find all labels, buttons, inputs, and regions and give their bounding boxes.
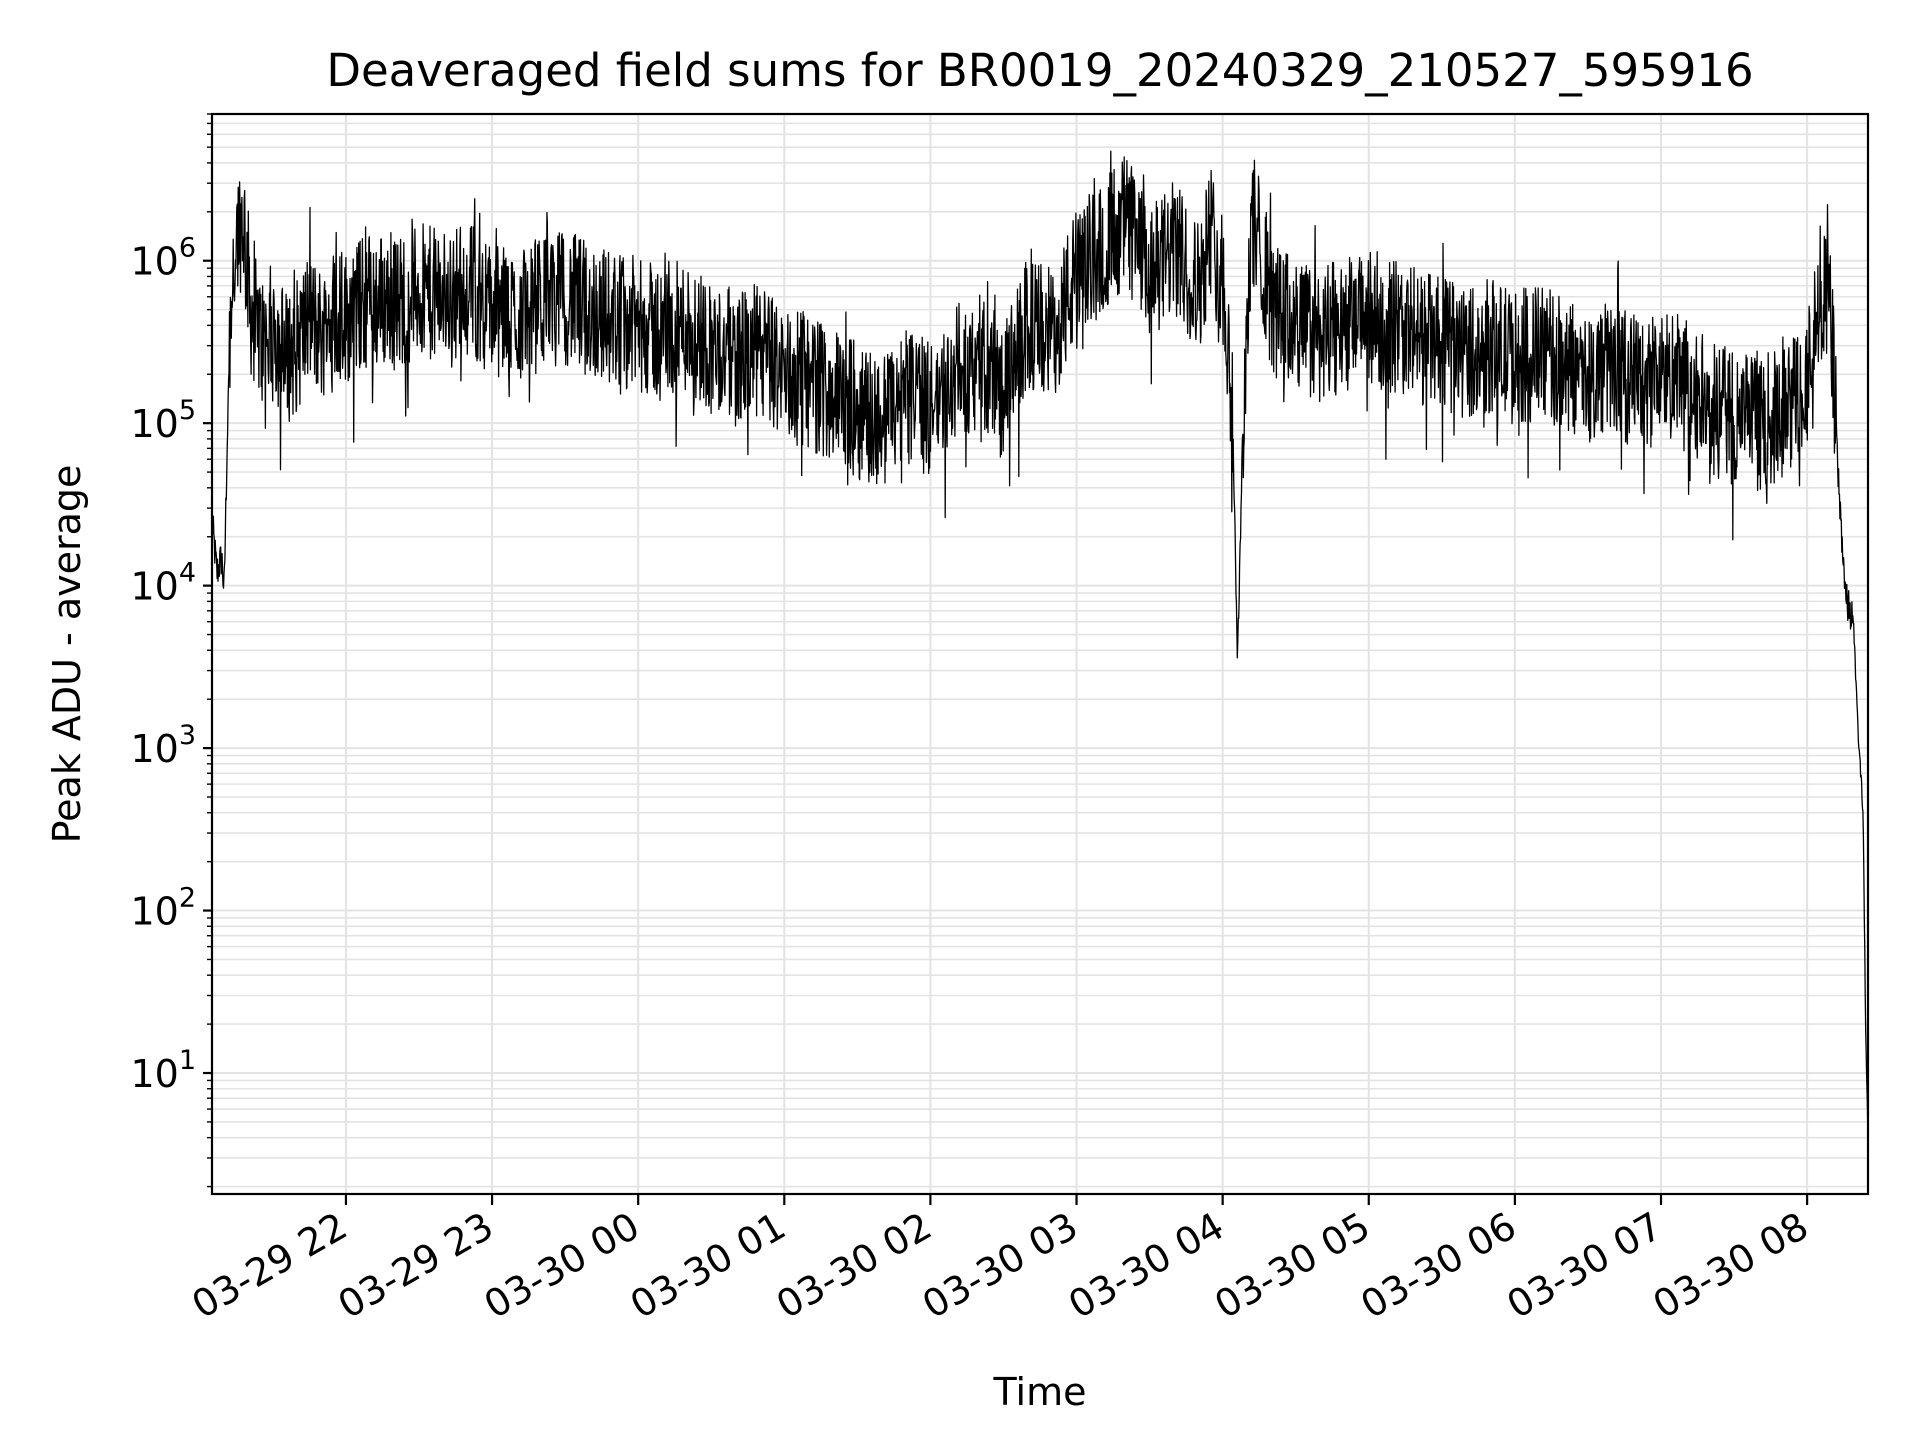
x-axis-label: Time bbox=[993, 1370, 1087, 1414]
series-line bbox=[211, 150, 1869, 1143]
y-tick-exponent: 1 bbox=[179, 1045, 196, 1076]
y-tick-base: 10 bbox=[130, 402, 178, 446]
y-axis-label: Peak ADU - average bbox=[45, 465, 89, 844]
chart-title: Deaveraged field sums for BR0019_2024032… bbox=[326, 44, 1753, 97]
y-tick-label: 101 bbox=[130, 1045, 196, 1096]
series-layer bbox=[211, 150, 1869, 1143]
y-tick-label: 102 bbox=[130, 883, 196, 934]
y-tick-exponent: 5 bbox=[179, 395, 196, 426]
y-tick-label: 103 bbox=[130, 720, 196, 771]
y-tick-exponent: 3 bbox=[179, 720, 196, 751]
grid bbox=[212, 113, 1868, 1194]
y-tick-exponent: 4 bbox=[179, 558, 196, 589]
y-tick-base: 10 bbox=[130, 240, 178, 284]
y-tick-base: 10 bbox=[130, 890, 178, 934]
y-tick-label: 106 bbox=[130, 233, 196, 284]
y-tick-base: 10 bbox=[130, 1052, 178, 1096]
y-tick-exponent: 6 bbox=[179, 233, 196, 264]
y-tick-label: 104 bbox=[130, 558, 196, 609]
y-tick-base: 10 bbox=[130, 565, 178, 609]
y-tick-base: 10 bbox=[130, 727, 178, 771]
y-tick-exponent: 2 bbox=[179, 883, 196, 914]
y-tick-label: 105 bbox=[130, 395, 196, 446]
plot-frame bbox=[210, 112, 1870, 1196]
